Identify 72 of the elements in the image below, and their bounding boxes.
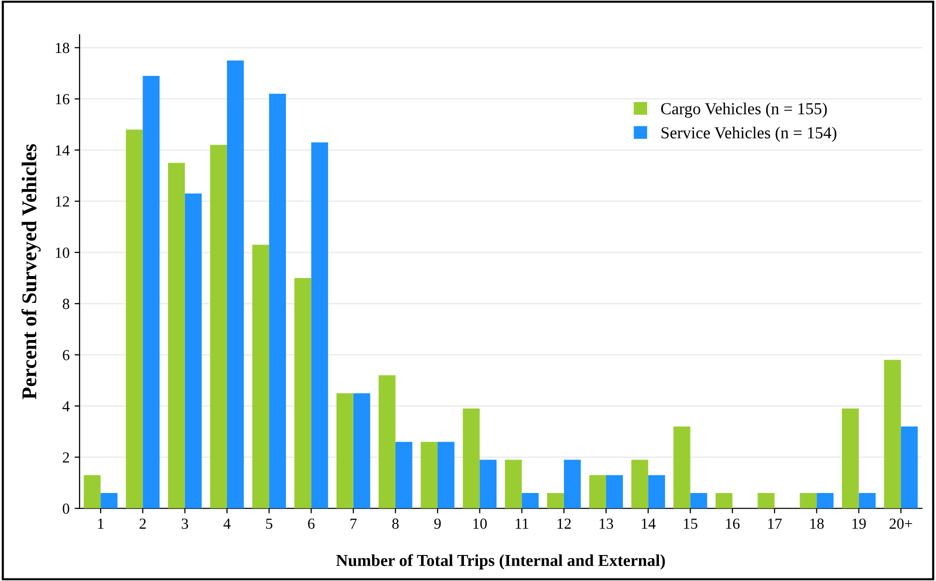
bar [673, 426, 690, 508]
bar [269, 94, 286, 508]
bar [420, 442, 438, 508]
y-tick-label: 14 [56, 145, 70, 156]
x-tick-label: 8 [392, 518, 399, 529]
x-tick-label: 3 [182, 518, 188, 529]
x-tick-label: 14 [642, 518, 656, 529]
bar [547, 493, 564, 508]
x-tick-label: 19 [852, 518, 866, 529]
x-tick-label: 17 [768, 518, 782, 529]
y-tick-label: 12 [56, 196, 69, 207]
x-tick-label: 10 [473, 518, 487, 529]
bar [589, 475, 606, 508]
x-tick-label: 11 [516, 518, 528, 529]
bar [716, 493, 732, 508]
bar [900, 426, 918, 508]
y-tick-label: 10 [56, 248, 70, 258]
bar [252, 244, 270, 508]
x-tick-label: 9 [434, 518, 441, 529]
bar [353, 393, 370, 508]
bar [395, 442, 412, 508]
bar [648, 475, 666, 508]
y-tick-label: 16 [56, 94, 70, 104]
bar [480, 460, 497, 508]
x-tick-label: 5 [266, 518, 272, 529]
bar [504, 460, 522, 508]
x-tick-label: 15 [684, 518, 698, 529]
bar [884, 360, 901, 508]
bar [126, 130, 143, 508]
bar [142, 76, 160, 508]
legend-label: Cargo Vehicles (n = 155) [661, 102, 827, 118]
bar [631, 460, 648, 508]
bar [294, 278, 312, 508]
bar [226, 60, 244, 508]
x-tick-label: 1 [98, 518, 104, 529]
bar [690, 493, 708, 508]
bar [311, 142, 328, 508]
x-axis-title: Number of Total Trips (Internal and External) [336, 554, 665, 570]
x-tick-label: 7 [350, 518, 357, 529]
bar [758, 493, 775, 508]
bar [858, 493, 876, 508]
y-axis-title: Percent of Surveyed Vehicles [22, 144, 41, 400]
x-tick-label: 18 [810, 518, 824, 529]
bar [564, 460, 581, 508]
x-tick-label: 12 [558, 518, 571, 529]
x-tick-label: 6 [308, 518, 315, 529]
legend-label: Service Vehicles (n = 154) [662, 126, 836, 142]
y-tick-label: 0 [62, 504, 70, 514]
y-tick-label: 6 [62, 350, 70, 360]
bar [606, 475, 623, 508]
x-tick-label: 16 [726, 518, 740, 529]
bar [800, 493, 817, 508]
bar [816, 493, 834, 508]
y-tick-label: 4 [62, 401, 70, 412]
x-tick-label: 20+ [890, 518, 912, 529]
y-tick-label: 2 [62, 452, 69, 462]
y-tick-label: 8 [62, 298, 70, 310]
bar [210, 144, 227, 508]
bar [168, 162, 185, 508]
bar [336, 393, 354, 508]
y-tick-label: 18 [56, 42, 70, 54]
x-tick-label: 13 [600, 518, 614, 529]
x-tick-label: 2 [140, 518, 146, 529]
bar [522, 493, 539, 508]
bar [84, 475, 101, 508]
bar [184, 194, 202, 508]
bar [462, 408, 480, 508]
x-tick-label: 4 [223, 518, 231, 529]
bar [842, 408, 859, 508]
bar [100, 493, 118, 508]
bar [378, 375, 396, 508]
bar [438, 442, 454, 508]
